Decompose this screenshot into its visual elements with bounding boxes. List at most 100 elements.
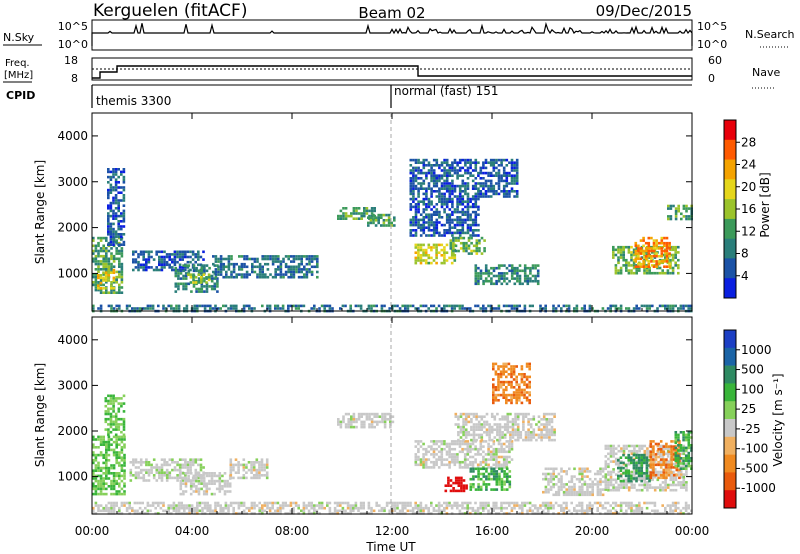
velocity-cell-7 <box>545 436 549 439</box>
velocity-cell-3 <box>226 490 229 493</box>
power-cell-3 <box>142 255 145 259</box>
power-cell-13 <box>515 171 519 175</box>
velocity-cell-13 <box>630 474 633 478</box>
velocity-cell-9 <box>500 485 504 489</box>
power-cell-4 <box>179 269 183 273</box>
velocity-cell-3 <box>182 482 185 485</box>
velocity-cell-12 <box>635 488 639 492</box>
velocity-cell-5 <box>389 412 392 416</box>
velocity-cell-3 <box>202 485 206 488</box>
velocity-cell-6 <box>448 450 451 454</box>
velocity-cell-7 <box>511 428 515 431</box>
power-cell-6 <box>225 273 228 276</box>
velocity-cell-16 <box>112 506 116 510</box>
power-cell-6 <box>238 268 241 271</box>
power-cell-17 <box>136 307 139 310</box>
power-cell-11 <box>409 182 413 185</box>
power-cell-14 <box>677 258 680 262</box>
velocity-cell-10 <box>505 401 508 405</box>
power-cell-3 <box>163 260 166 264</box>
velocity-cell-8 <box>457 476 461 480</box>
velocity-cell-8 <box>457 489 461 493</box>
velocity-cell-7 <box>477 425 481 429</box>
power-cell-2 <box>122 204 126 207</box>
velocity-cell-16 <box>115 501 118 505</box>
power-cell-17 <box>112 307 116 310</box>
power-cell-1 <box>104 287 108 290</box>
velocity-cell-10 <box>499 383 503 386</box>
power-cell-2 <box>120 238 123 241</box>
power-cell-11 <box>469 205 472 209</box>
power-cell-12 <box>518 264 522 267</box>
velocity-cell-16 <box>128 504 131 507</box>
velocity-cell-15 <box>690 436 693 439</box>
velocity-cell-14 <box>657 455 660 459</box>
velocity-cell-12 <box>648 486 652 489</box>
power-cell-12 <box>477 279 480 283</box>
velocity-cell-13 <box>637 474 641 478</box>
power-cell-6 <box>308 257 311 261</box>
power-cell-9 <box>424 251 428 254</box>
velocity-cell-14 <box>659 463 663 467</box>
power-cell-4 <box>216 285 219 288</box>
power-cell-14 <box>630 253 633 257</box>
power-cell-13 <box>505 190 509 193</box>
power-cell-2 <box>107 170 110 174</box>
power-cell-11 <box>464 192 467 196</box>
velocity-cell-7 <box>490 425 494 429</box>
power-cell-11 <box>443 166 446 170</box>
power-cell-15 <box>657 262 661 266</box>
velocity-cell-10 <box>492 378 495 381</box>
power-cell-17 <box>682 304 685 308</box>
velocity-cell-14 <box>670 450 673 454</box>
power-cell-4 <box>213 282 217 286</box>
power-cell-11 <box>409 158 413 162</box>
power-cell-2 <box>107 222 110 226</box>
velocity-cell-7 <box>493 423 497 426</box>
power-cell-1 <box>107 274 110 277</box>
velocity-cell-5 <box>373 415 376 418</box>
velocity-cell-1 <box>114 425 118 429</box>
power-cell-6 <box>238 273 241 276</box>
power-cell-6 <box>264 255 267 258</box>
power-cell-6 <box>219 262 223 266</box>
velocity-cell-0 <box>118 485 121 488</box>
velocity-cell-6 <box>476 453 480 456</box>
power-cell-13 <box>484 171 488 175</box>
velocity-cell-13 <box>637 466 641 470</box>
velocity-cell-11 <box>596 470 600 473</box>
velocity-cell-7 <box>472 423 476 426</box>
power-cell-2 <box>109 204 113 207</box>
power-cell-11 <box>477 190 480 193</box>
velocity-cell-2 <box>186 461 190 464</box>
power-cell-13 <box>495 182 498 185</box>
power-cell-11 <box>451 218 454 222</box>
velocity-cell-7 <box>509 436 512 439</box>
velocity-cell-9 <box>479 467 483 471</box>
power-cell-1 <box>112 287 116 290</box>
power-cell-4 <box>179 282 183 286</box>
power-cell-12 <box>479 274 483 278</box>
power-cell-11 <box>427 187 431 190</box>
velocity-cell-12 <box>682 478 686 482</box>
power-cell-9 <box>435 254 438 257</box>
velocity-cell-7 <box>542 412 546 416</box>
velocity-cell-2 <box>147 471 151 474</box>
power-cell-4 <box>177 269 180 273</box>
velocity-cell-9 <box>487 483 491 486</box>
velocity-cell-11 <box>588 470 592 473</box>
power-cell-11 <box>474 200 478 203</box>
power-cell-14 <box>619 256 623 259</box>
velocity-cell-11 <box>581 485 584 489</box>
velocity-cell-12 <box>679 475 683 479</box>
power-cell-0 <box>97 249 100 253</box>
velocity-cell-5 <box>383 415 387 418</box>
velocity-cell-2 <box>165 463 169 467</box>
velocity-cell-4 <box>229 468 233 472</box>
velocity-cell-0 <box>110 479 113 483</box>
power-cell-3 <box>139 263 143 267</box>
y-tick-label: 2000 <box>57 221 88 235</box>
velocity-cell-6 <box>432 453 436 456</box>
power-cell-14 <box>625 266 628 270</box>
power-cell-4 <box>177 282 180 286</box>
